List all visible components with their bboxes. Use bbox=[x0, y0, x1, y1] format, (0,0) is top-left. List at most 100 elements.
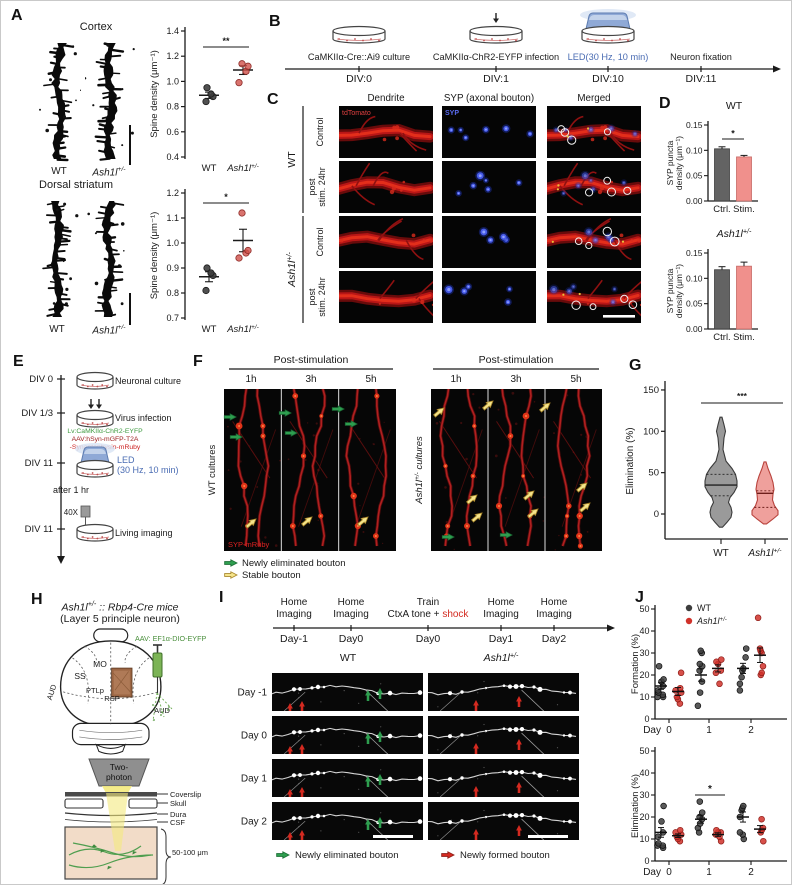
timeline-day: Day0 bbox=[339, 633, 364, 645]
micrograph-cell bbox=[442, 106, 536, 158]
step-caption: Neuron fixation bbox=[670, 52, 732, 62]
skull-layer bbox=[64, 798, 104, 809]
scale-bar bbox=[129, 293, 131, 325]
y-tick: 0.6 bbox=[166, 127, 179, 137]
longitudinal-imaging-panel: HomeImagingDay-1HomeImagingDay0TrainCtxA… bbox=[238, 597, 615, 861]
x-group-label: Ash1l+/- bbox=[226, 324, 259, 335]
micrograph-grid: Dendrite SYP (axonal bouton) Merged WT Ash1l… bbox=[286, 93, 641, 323]
div-label: DIV 11 bbox=[25, 524, 53, 535]
culture-micrograph bbox=[494, 389, 545, 547]
y-tick: 40 bbox=[639, 626, 649, 636]
legend-dot-wt bbox=[685, 604, 693, 612]
arrow-icon bbox=[357, 516, 369, 527]
culture-timeline-diagram: DIV 0 DIV 1/3 DIV 11 DIV 11 Neuronal culture… bbox=[21, 371, 181, 564]
region-ptlp: PTLp bbox=[86, 686, 104, 695]
two-photon-scope bbox=[88, 758, 150, 787]
y-tick: 0.15 bbox=[686, 248, 703, 258]
timeline-step: Home bbox=[488, 597, 515, 608]
row-label: Day -1 bbox=[238, 688, 268, 699]
y-tick: 0.10 bbox=[686, 145, 703, 155]
axon-micrograph bbox=[272, 759, 423, 797]
led-dish-icon bbox=[75, 443, 115, 478]
timepoint-label: 1h bbox=[450, 374, 461, 385]
row-label: Day 2 bbox=[241, 817, 268, 828]
x-tick: 2 bbox=[748, 725, 754, 736]
y-tick: 0.15 bbox=[686, 120, 703, 130]
panel-g: 0 50 100 150 Elimination (%) WT Ash1l+/- *** G bbox=[613, 351, 791, 596]
y-tick: 50 bbox=[639, 604, 649, 614]
panel-j-label: J bbox=[635, 589, 644, 606]
region-aud-left: AUD bbox=[45, 683, 59, 701]
y-axis-label: density (μm⁻¹) bbox=[674, 136, 684, 190]
panel-h: MO SS PTLp RSP AUD AUD AAV: EF1α-DIO-EYFP Two-p… bbox=[7, 589, 233, 884]
layer-label: Skull bbox=[170, 799, 187, 808]
elimination-violin-chart: 0 50 100 150 Elimination (%) WT Ash1l+/- *** bbox=[625, 381, 788, 559]
chart-title: Ash1l+/- bbox=[716, 228, 752, 241]
scope-label: photon bbox=[106, 772, 132, 782]
panel-c: Dendrite SYP (axonal bouton) Merged WT Ash1l… bbox=[263, 89, 663, 349]
layer-label: Coverslip bbox=[170, 790, 201, 799]
timepoint-label: 3h bbox=[510, 374, 521, 385]
panel-f-label: F bbox=[193, 353, 203, 370]
syp-tag: SYP bbox=[445, 110, 459, 117]
y-axis-label: Spine density (μm⁻¹) bbox=[149, 50, 160, 138]
timeline-day: Day2 bbox=[542, 633, 567, 645]
scale-bar bbox=[603, 315, 635, 318]
post-stimulation-images: Post-stimulation 1h 3h 5h Post-stimulation 1h… bbox=[207, 354, 602, 581]
axon-micrograph bbox=[428, 759, 579, 797]
panel-c-label: C bbox=[267, 91, 279, 108]
x-tick: 1 bbox=[706, 867, 712, 878]
axon-micrograph bbox=[428, 802, 579, 840]
y-tick: 0.7 bbox=[166, 313, 179, 323]
legend-item: Newly formed bouton bbox=[460, 850, 550, 861]
y-tick: 1.4 bbox=[166, 26, 179, 36]
legend-item: Stable bouton bbox=[242, 570, 301, 581]
axon-micrograph bbox=[272, 673, 423, 711]
panel-e-label: E bbox=[13, 353, 24, 370]
virus-line: Lv:CaMKIIα-ChR2-EYFP bbox=[67, 428, 143, 435]
scale-bar bbox=[129, 125, 131, 165]
step-caption: LED bbox=[117, 455, 135, 465]
arrow-icon bbox=[331, 405, 345, 413]
axon-micrograph bbox=[272, 716, 423, 754]
y-tick: 0.8 bbox=[166, 288, 179, 298]
panel-h-subtitle: (Layer 5 principle neuron) bbox=[60, 613, 180, 625]
group-side-label: WT cultures bbox=[207, 445, 218, 496]
laser-beam bbox=[102, 786, 132, 793]
col-header: Merged bbox=[577, 93, 610, 104]
axon-micrograph bbox=[272, 802, 423, 840]
y-tick: 0.9 bbox=[166, 263, 179, 273]
step-caption: (30 Hz, 10 min) bbox=[117, 465, 179, 475]
y-tick: 30 bbox=[639, 790, 649, 800]
violin-shape bbox=[704, 416, 738, 528]
micrograph-cell bbox=[547, 216, 641, 268]
y-axis-label: Elimination (%) bbox=[625, 427, 636, 494]
cortex-mut-label: Ash1l+/- bbox=[92, 166, 126, 179]
culture-dish-icon bbox=[469, 25, 523, 44]
panel-i-label: I bbox=[219, 589, 224, 606]
arrow-icon bbox=[224, 571, 238, 579]
timepoint-label: 1h bbox=[245, 374, 256, 385]
div-label: DIV 1/3 bbox=[21, 408, 53, 419]
x-axis-label: Day bbox=[643, 725, 661, 736]
y-tick: 0 bbox=[654, 509, 659, 520]
culture-micrograph bbox=[344, 389, 391, 547]
culture-dish-icon bbox=[76, 523, 114, 542]
arrow-icon bbox=[301, 516, 313, 527]
striatum-title: Dorsal striatum bbox=[39, 179, 113, 191]
virus-line: AAV:hSyn-mGFP-T2A bbox=[72, 436, 139, 443]
arrow-icon bbox=[433, 407, 445, 418]
arrow-icon bbox=[223, 413, 237, 421]
div-label: DIV 11 bbox=[25, 458, 53, 469]
row-label: Day 1 bbox=[241, 774, 268, 785]
syp-density-mut-chart: Ash1l+/- 0.00 0.05 0.10 0.15 SYP puncta densit… bbox=[665, 228, 758, 343]
x-tick: Ctrl. bbox=[713, 332, 730, 343]
y-tick: 100 bbox=[643, 426, 659, 437]
region-aud-right: AUD bbox=[154, 706, 170, 715]
syp-mruby-tag: SYP-mRuby bbox=[228, 540, 270, 549]
row-label: stim. 24hr bbox=[317, 167, 327, 207]
panel-g-label: G bbox=[629, 357, 642, 374]
y-axis-label: SYP puncta bbox=[665, 140, 675, 185]
significance: * bbox=[224, 192, 228, 202]
y-tick: 50 bbox=[648, 468, 659, 479]
